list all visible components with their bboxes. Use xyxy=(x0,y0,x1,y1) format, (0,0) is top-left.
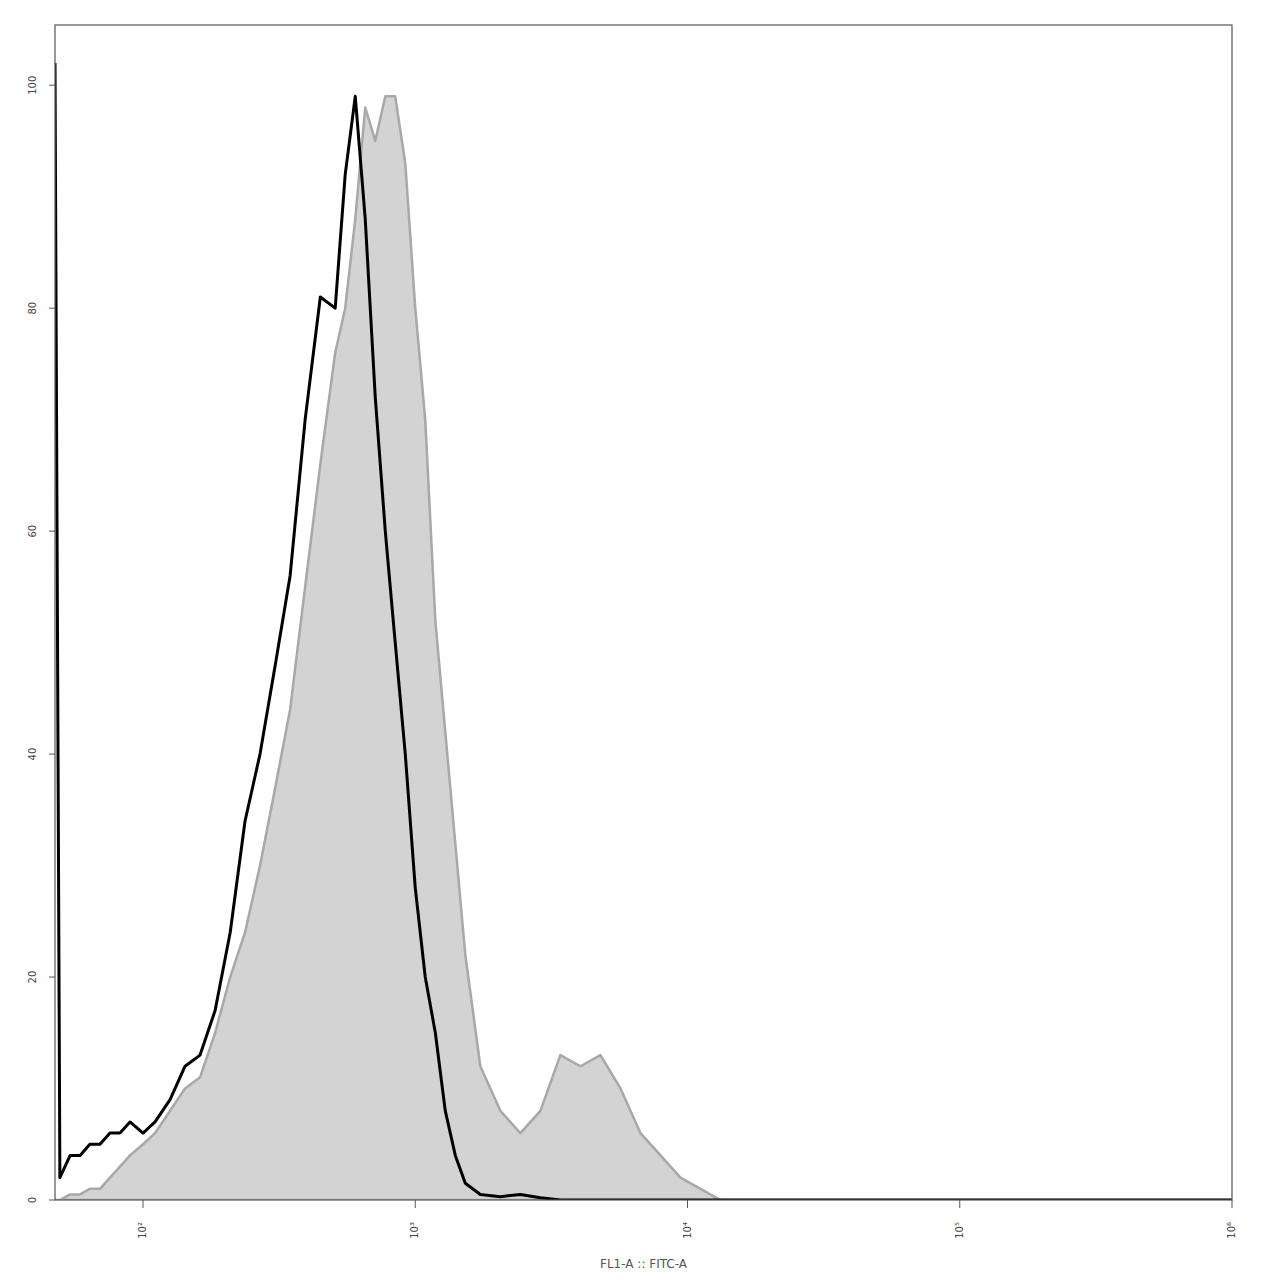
x-tick-label: 10⁵ xyxy=(954,1222,965,1239)
x-tick xyxy=(959,1200,960,1208)
y-tick xyxy=(49,1200,55,1201)
histogram-line xyxy=(55,63,1232,1200)
y-tick xyxy=(49,531,55,532)
x-axis-label: FL1-A :: FITC-A xyxy=(600,1257,688,1271)
plot-area xyxy=(55,63,1232,1200)
x-tick xyxy=(687,1200,688,1208)
x-tick xyxy=(415,1200,416,1208)
y-tick xyxy=(49,85,55,86)
x-tick-label: 10⁶ xyxy=(1226,1222,1237,1239)
y-tick xyxy=(49,754,55,755)
x-tick xyxy=(143,1200,144,1208)
histogram-area xyxy=(55,96,1232,1200)
y-tick xyxy=(49,977,55,978)
y-tick-label: 100 xyxy=(27,76,38,95)
y-tick-label: 60 xyxy=(27,525,38,538)
y-tick-label: 80 xyxy=(27,302,38,315)
y-tick-label: 0 xyxy=(27,1197,38,1203)
x-tick-label: 10² xyxy=(137,1222,148,1239)
x-tick-label: 10⁴ xyxy=(682,1222,693,1239)
y-tick-label: 20 xyxy=(27,971,38,984)
y-tick xyxy=(49,308,55,309)
chart: 10² 10³ 10⁴ 10⁵ 10⁶ 0 20 40 60 80 100FL1-A :: FITC… xyxy=(0,0,1261,1280)
x-tick-label: 10³ xyxy=(409,1222,420,1239)
plot-frame xyxy=(55,25,1232,1200)
y-tick-label: 40 xyxy=(27,748,38,761)
x-tick xyxy=(1232,1200,1233,1208)
